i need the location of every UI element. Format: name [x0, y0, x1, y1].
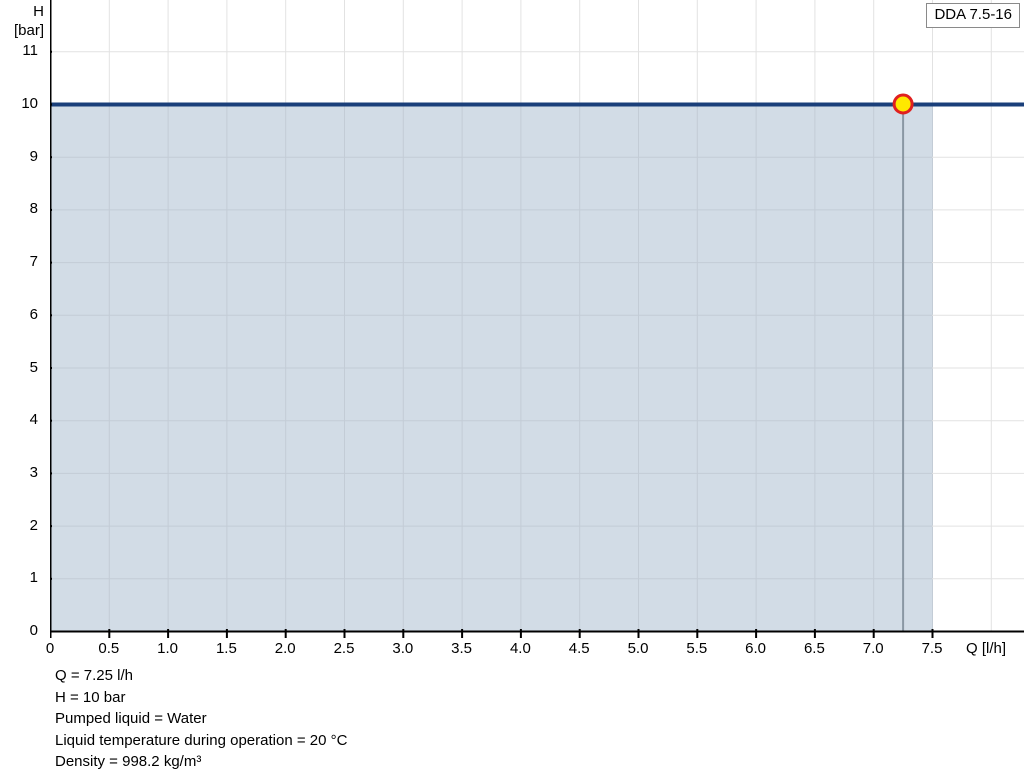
x-axis-tick-label: 3.0: [392, 640, 414, 657]
x-axis-tick-label: 6.5: [803, 640, 825, 657]
y-axis-tick-label: 7: [29, 253, 38, 271]
caption-line: Q = 7.25 l/h: [55, 667, 133, 684]
duty-point-marker[interactable]: [892, 93, 914, 115]
x-axis-tick-label: 5.5: [686, 640, 708, 657]
x-axis-tick-label: 6.0: [745, 640, 767, 657]
x-axis-tick-label: 0: [45, 640, 55, 657]
pump-model-label: DDA 7.5-16: [926, 3, 1020, 28]
y-axis-tick-label: 9: [29, 147, 38, 165]
duty-point-caption: Q = 7.25 l/h H = 10 bar Pumped liquid = Wa…: [55, 665, 347, 773]
y-axis-tick-label: 8: [29, 200, 38, 218]
caption-line: Liquid temperature during operation = 20…: [55, 731, 348, 749]
y-axis-tick-label: 10: [21, 95, 38, 112]
y-axis-title: H [bar]: [0, 2, 44, 40]
x-axis-tick-label: 5.0: [627, 640, 649, 657]
x-axis-tick-label: 2.0: [274, 640, 296, 657]
x-axis-tick-label: 7.5: [921, 640, 943, 657]
y-axis-tick-label: 3: [29, 463, 38, 481]
y-axis-tick-label: 0: [29, 622, 38, 639]
caption-line: H = 10 bar: [55, 688, 126, 706]
y-axis-tick-label: 11: [22, 42, 38, 60]
x-axis-tick-label: 3.5: [451, 640, 473, 657]
y-axis-title-unit: [bar]: [13, 22, 44, 39]
y-axis-tick-label: 2: [29, 516, 38, 534]
y-axis-title-symbol: H: [33, 3, 44, 20]
x-axis-tick-label: 2.5: [333, 640, 355, 657]
y-axis-tick-label: 4: [29, 411, 38, 429]
x-axis-tick-label: 1.0: [157, 640, 179, 657]
x-axis-tick-label: 4.0: [509, 640, 531, 657]
x-axis-tick-label: 1.5: [215, 640, 237, 657]
caption-line: Density = 998.2 kg/m³: [55, 753, 202, 771]
plot-area: [50, 0, 1024, 638]
caption-line: Pumped liquid = Water: [55, 710, 207, 728]
x-axis-tick-label: 7.0: [862, 640, 884, 657]
x-axis-tick-label: 4.5: [568, 640, 590, 657]
y-axis-tick-label: 5: [29, 358, 38, 376]
y-axis-tick-label: 1: [29, 569, 38, 587]
x-axis-tick-label: 0.5: [98, 640, 120, 657]
y-axis-tick-label: 6: [29, 305, 38, 323]
plot-canvas: [50, 0, 1024, 638]
x-axis-title: Q [l/h]: [966, 640, 1007, 657]
